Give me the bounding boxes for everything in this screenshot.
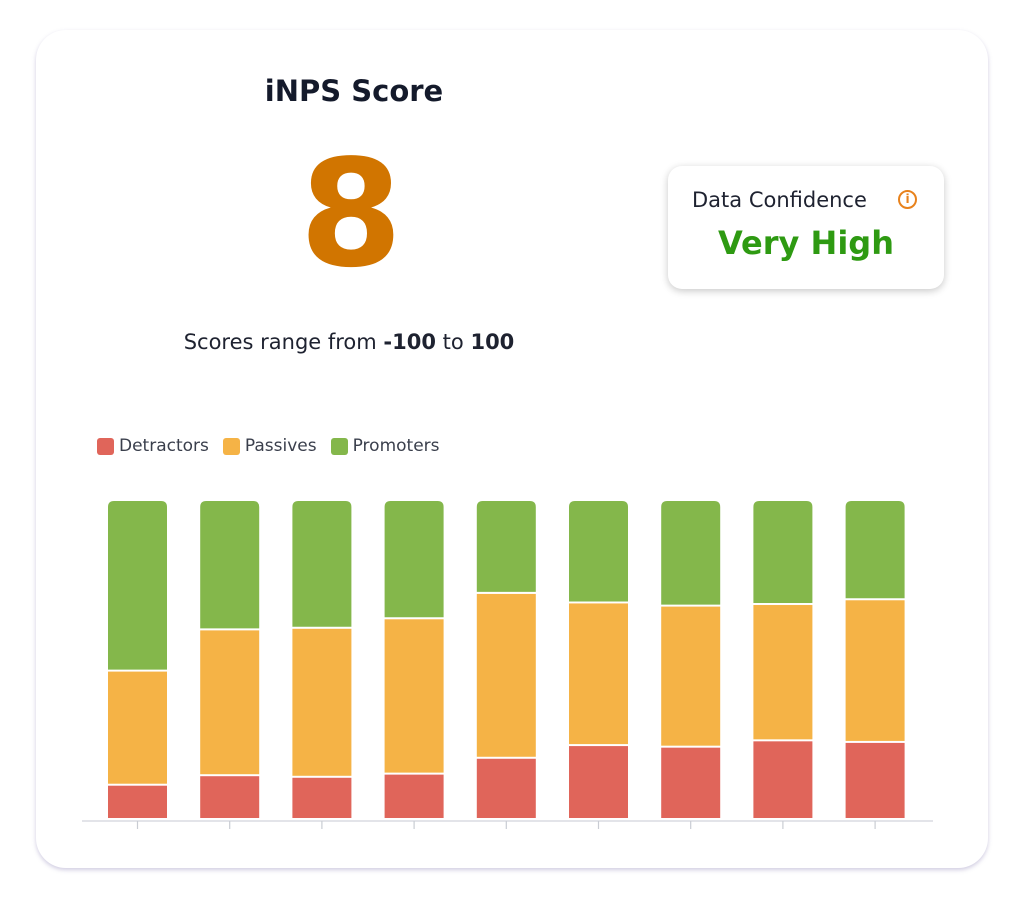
bar-passives-4[interactable] [384,619,444,773]
bar-passives-7[interactable] [661,606,721,746]
bar-promoters-5[interactable] [476,501,536,592]
score-value: 8 [299,128,403,300]
bar-promoters-3[interactable] [292,501,352,627]
range-min: -100 [383,330,436,354]
data-confidence-label: Data Confidence [692,188,867,212]
bar-detractors-3[interactable] [292,777,352,818]
data-confidence-value: Very High [718,224,894,262]
legend-item-passives[interactable]: Passives [222,436,317,456]
bar-promoters-4[interactable] [384,501,444,618]
legend-label-detractors: Detractors [119,436,209,456]
legend-swatch-passives [222,437,240,455]
legend-swatch-promoters [330,437,348,455]
range-max: 100 [470,330,515,354]
range-connector: to [442,330,464,354]
bar-detractors-5[interactable] [476,758,536,818]
card-title: iNPS Score [264,74,444,108]
bar-passives-8[interactable] [753,605,813,740]
bar-detractors-1[interactable] [108,785,167,818]
data-confidence-card: Data Confidence i Very High [668,166,944,289]
bar-passives-6[interactable] [569,603,628,745]
bar-passives-9[interactable] [845,600,905,741]
bar-detractors-2[interactable] [200,776,260,818]
bar-promoters-8[interactable] [753,501,813,604]
bar-detractors-4[interactable] [384,774,444,818]
bar-detractors-7[interactable] [661,747,721,818]
chart-legend: Detractors Passives Promoters [97,436,454,456]
bar-passives-3[interactable] [292,628,352,776]
bar-promoters-6[interactable] [569,501,628,602]
range-prefix: Scores range from [183,330,377,354]
bar-passives-5[interactable] [476,593,536,757]
bar-passives-1[interactable] [108,671,167,784]
legend-swatch-detractors [97,437,114,455]
legend-label-passives: Passives [244,436,317,456]
legend-label-promoters: Promoters [352,436,440,456]
info-icon[interactable]: i [898,190,917,209]
bar-detractors-9[interactable] [845,742,905,818]
bar-detractors-8[interactable] [753,741,813,818]
bar-promoters-9[interactable] [845,501,905,599]
bar-detractors-6[interactable] [569,746,628,818]
bar-promoters-2[interactable] [200,501,260,629]
legend-item-promoters[interactable]: Promoters [330,436,440,456]
bar-passives-2[interactable] [200,630,260,775]
bar-promoters-7[interactable] [661,501,721,605]
bar-promoters-1[interactable] [108,501,167,670]
legend-item-detractors[interactable]: Detractors [97,436,209,456]
score-range-text: Scores range from -100 to 100 [184,330,515,354]
